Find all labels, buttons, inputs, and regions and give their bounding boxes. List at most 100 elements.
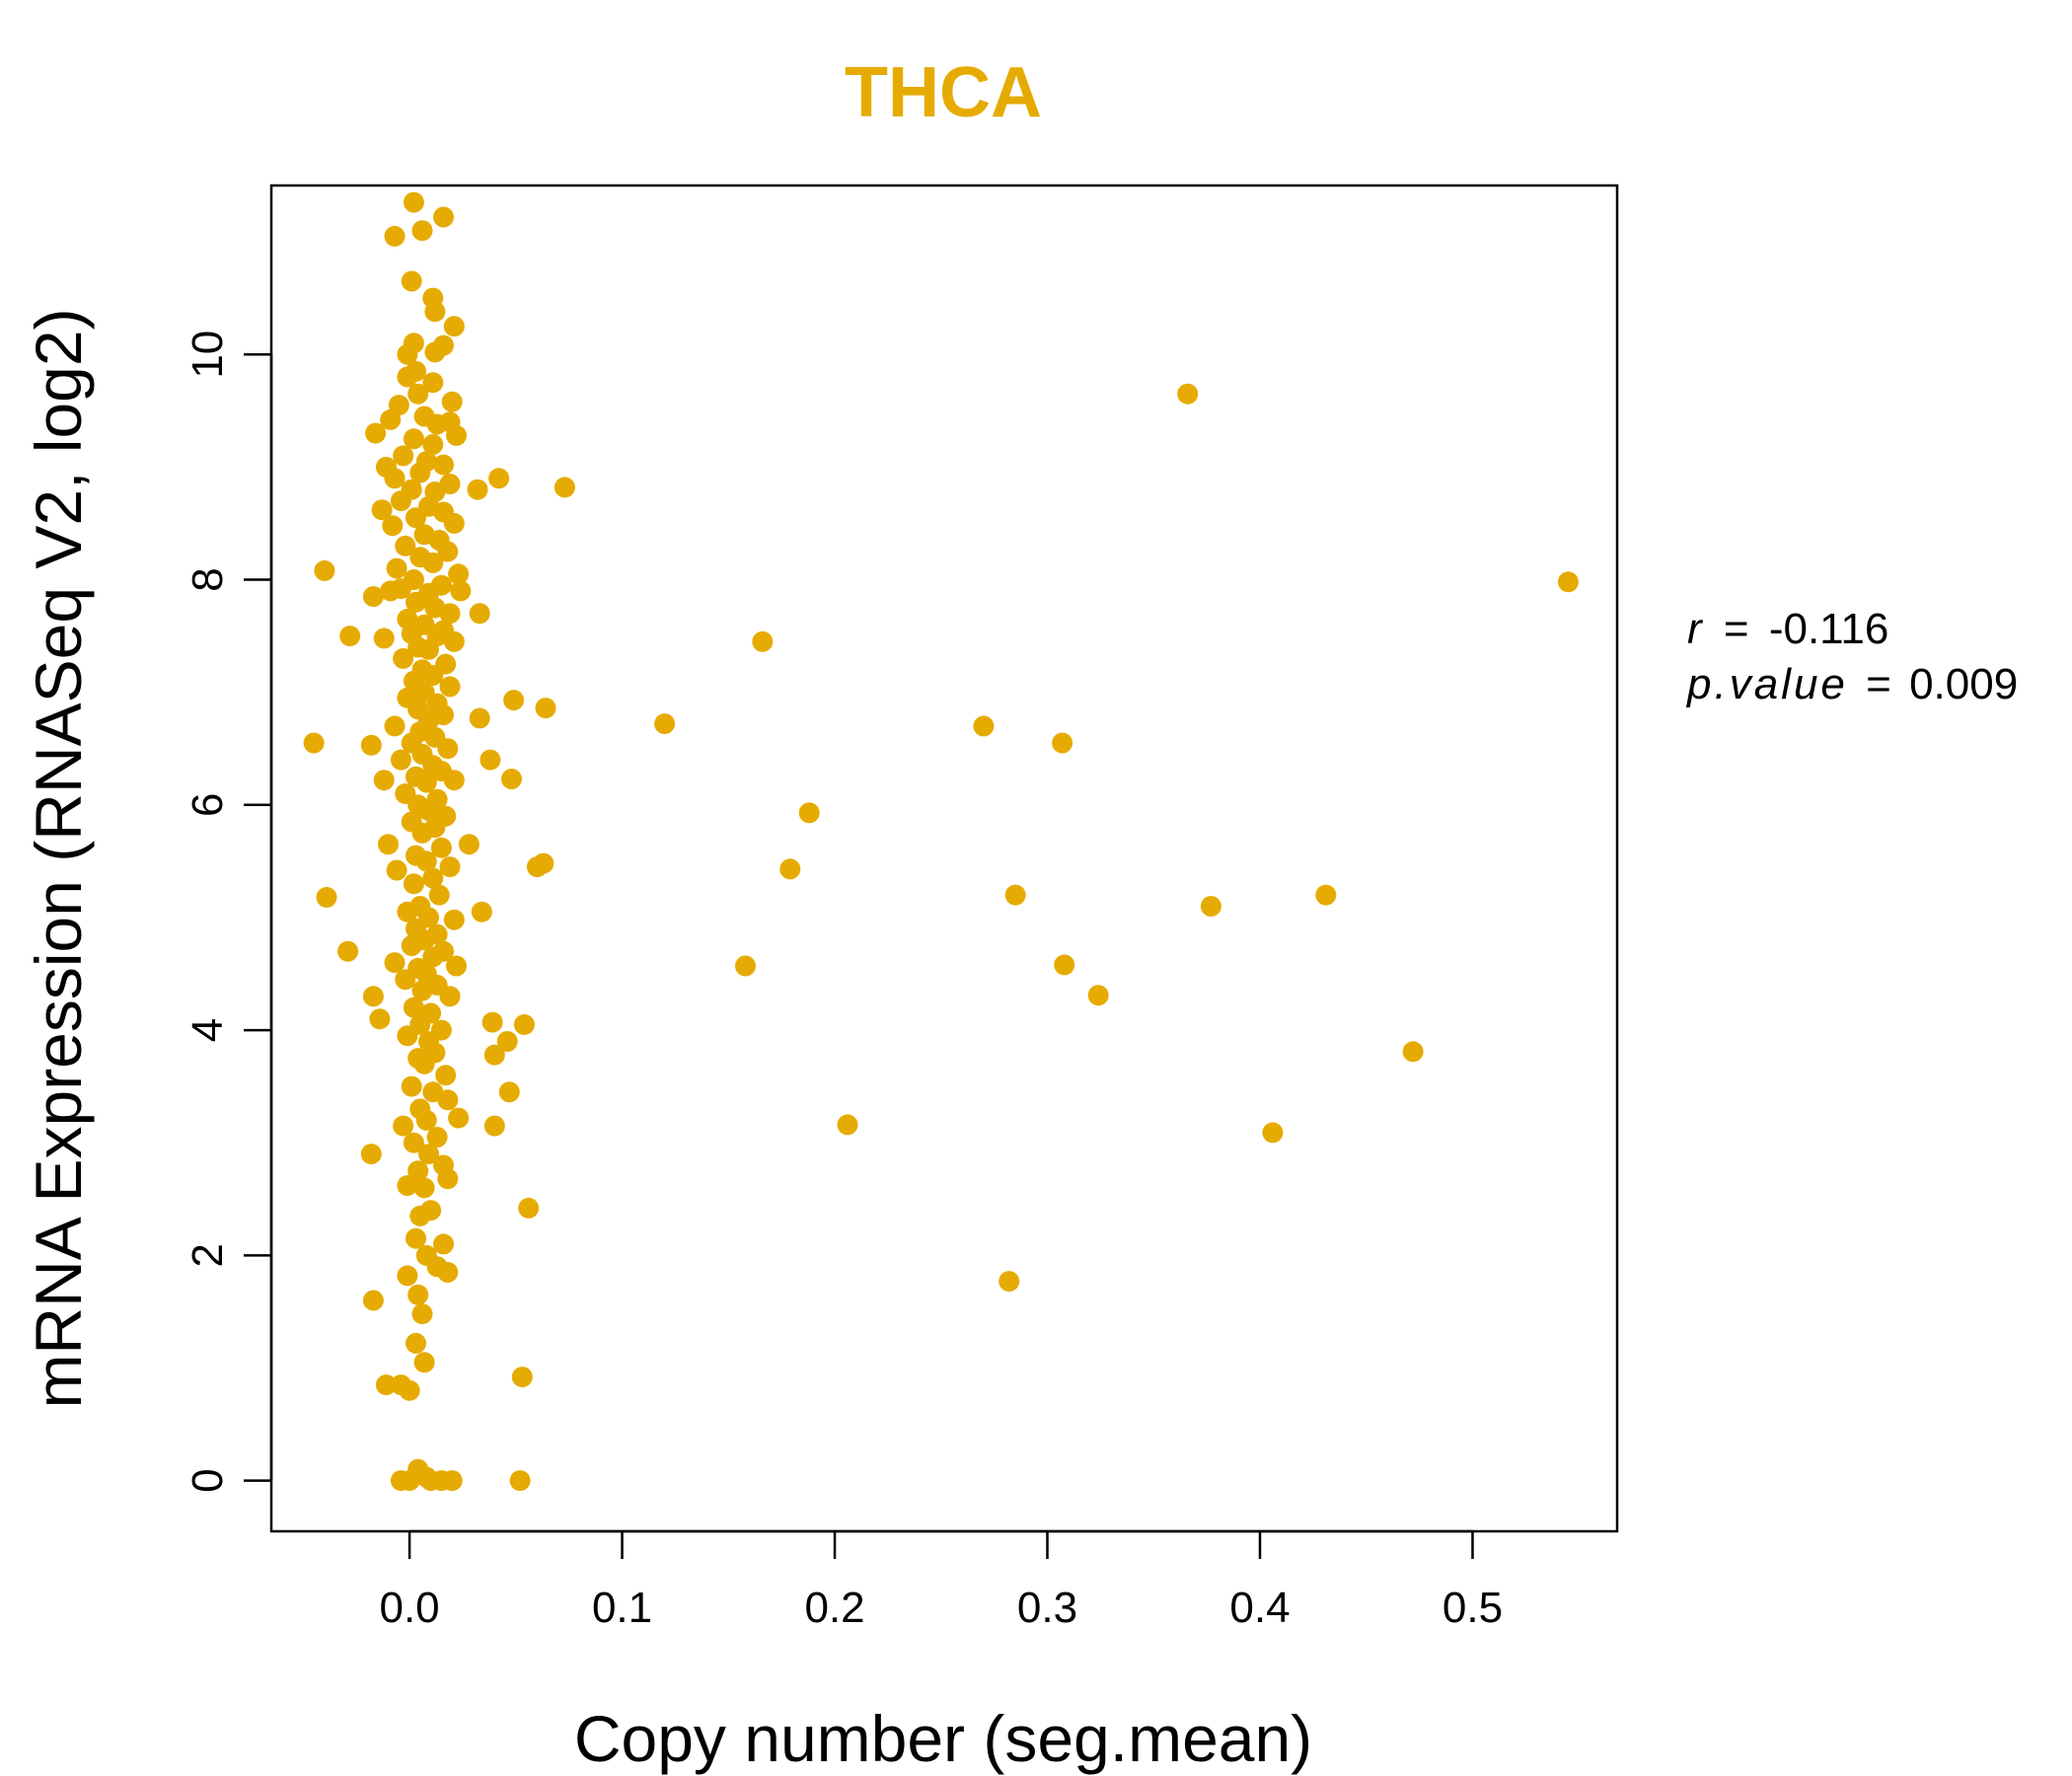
- data-point: [443, 316, 465, 337]
- data-point: [378, 834, 399, 855]
- data-point: [401, 270, 422, 292]
- data-point: [441, 391, 463, 412]
- data-point: [1087, 985, 1109, 1006]
- data-point: [441, 1470, 463, 1492]
- data-point: [433, 206, 454, 228]
- data-point: [471, 901, 492, 923]
- data-point: [1315, 884, 1337, 906]
- chart-title: THCA: [845, 53, 1042, 132]
- data-point: [513, 1013, 535, 1035]
- data-point: [409, 462, 431, 483]
- svg-text:p.value = 0.009: p.value = 0.009: [1685, 660, 2018, 708]
- data-point: [752, 630, 774, 652]
- data-point: [397, 1265, 418, 1287]
- data-point: [411, 220, 433, 242]
- data-point: [430, 837, 452, 858]
- data-point: [413, 1177, 435, 1199]
- data-point: [382, 515, 404, 537]
- data-point: [337, 940, 359, 962]
- y-tick-label: 2: [184, 1243, 232, 1267]
- data-point: [498, 1081, 520, 1103]
- y-tick-label: 4: [184, 1018, 232, 1042]
- data-point: [411, 822, 433, 844]
- data-point: [1004, 884, 1026, 906]
- data-point: [443, 909, 465, 930]
- data-point: [406, 591, 426, 613]
- data-point: [386, 557, 407, 579]
- data-point: [384, 225, 406, 247]
- data-point: [450, 580, 472, 602]
- x-tick-label: 0.0: [379, 1584, 439, 1632]
- data-point: [407, 383, 429, 405]
- data-point: [384, 952, 406, 974]
- data-point: [437, 738, 459, 760]
- data-point: [488, 468, 510, 489]
- data-point: [973, 715, 995, 737]
- data-point: [501, 769, 522, 789]
- data-point: [467, 479, 488, 500]
- data-point: [1557, 571, 1579, 593]
- data-point: [443, 512, 465, 534]
- data-point: [424, 341, 446, 363]
- data-point: [1054, 954, 1075, 976]
- data-point: [407, 1160, 429, 1182]
- data-point: [362, 586, 384, 608]
- data-point: [511, 1367, 533, 1388]
- y-axis-label: mRNA Expression (RNASeq V2, log2): [22, 308, 95, 1408]
- data-point: [448, 1107, 470, 1129]
- data-point: [422, 946, 444, 968]
- data-point: [437, 1089, 459, 1111]
- data-point: [413, 1352, 435, 1373]
- data-point: [390, 749, 411, 771]
- data-point: [1262, 1122, 1284, 1144]
- data-point: [418, 1144, 439, 1165]
- data-point: [397, 901, 418, 923]
- data-point: [395, 969, 416, 991]
- y-tick-label: 6: [184, 793, 232, 817]
- data-point: [411, 980, 433, 1001]
- data-point: [458, 834, 480, 855]
- data-point: [339, 626, 361, 647]
- data-point: [380, 408, 402, 430]
- data-point: [360, 1144, 382, 1165]
- p-equals: =: [1866, 660, 1891, 708]
- data-point: [1052, 732, 1073, 754]
- x-tick-label: 0.2: [804, 1584, 864, 1632]
- data-point: [362, 1290, 384, 1311]
- data-point: [439, 603, 461, 625]
- x-tick-label: 0.1: [592, 1584, 652, 1632]
- data-point: [406, 1227, 426, 1249]
- data-point: [422, 434, 444, 455]
- data-point: [779, 858, 801, 880]
- data-point: [424, 301, 446, 323]
- data-point: [428, 884, 450, 906]
- data-point: [393, 647, 414, 669]
- data-point: [397, 1175, 418, 1197]
- data-point: [375, 1374, 397, 1396]
- data-point: [509, 1470, 531, 1492]
- data-point: [406, 1332, 426, 1354]
- data-point: [303, 732, 325, 754]
- data-point: [399, 1470, 420, 1492]
- data-point: [360, 734, 382, 756]
- data-point: [435, 1065, 457, 1086]
- data-point: [654, 713, 676, 735]
- data-point: [433, 454, 454, 476]
- data-point: [554, 477, 575, 498]
- p-value: 0.009: [1909, 660, 2018, 708]
- data-point: [415, 1109, 437, 1131]
- data-point: [439, 856, 461, 878]
- data-point: [535, 698, 556, 719]
- data-point: [1200, 896, 1221, 917]
- r-equals: =: [1724, 605, 1749, 653]
- data-point: [409, 1205, 431, 1226]
- data-point: [422, 372, 444, 394]
- data-point: [437, 1168, 459, 1190]
- svg-text:r = -0.116: r = -0.116: [1687, 605, 1888, 653]
- y-tick-label: 0: [184, 1468, 232, 1492]
- data-point: [314, 559, 335, 581]
- data-point: [390, 490, 411, 512]
- data-point: [481, 1011, 503, 1033]
- data-point: [439, 676, 461, 698]
